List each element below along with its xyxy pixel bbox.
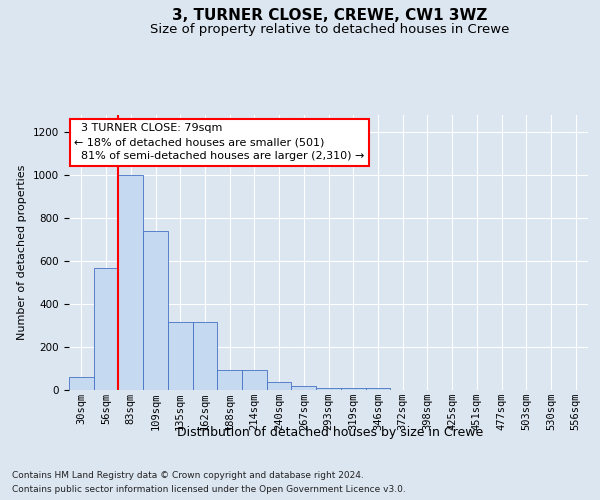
Bar xyxy=(217,370,242,390)
Y-axis label: Number of detached properties: Number of detached properties xyxy=(17,165,28,340)
Bar xyxy=(143,231,168,390)
Bar xyxy=(365,388,390,390)
Bar xyxy=(168,322,193,390)
Bar xyxy=(316,388,341,390)
Bar xyxy=(94,268,118,390)
Text: 3, TURNER CLOSE, CREWE, CW1 3WZ: 3, TURNER CLOSE, CREWE, CW1 3WZ xyxy=(172,8,488,22)
Text: 3 TURNER CLOSE: 79sqm
← 18% of detached houses are smaller (501)
  81% of semi-d: 3 TURNER CLOSE: 79sqm ← 18% of detached … xyxy=(74,123,365,161)
Bar xyxy=(242,370,267,390)
Bar xyxy=(69,377,94,390)
Text: Distribution of detached houses by size in Crewe: Distribution of detached houses by size … xyxy=(177,426,483,439)
Bar xyxy=(267,382,292,390)
Text: Contains public sector information licensed under the Open Government Licence v3: Contains public sector information licen… xyxy=(12,484,406,494)
Bar xyxy=(341,388,365,390)
Text: Size of property relative to detached houses in Crewe: Size of property relative to detached ho… xyxy=(151,22,509,36)
Bar xyxy=(118,175,143,390)
Bar xyxy=(292,386,316,390)
Bar xyxy=(193,322,217,390)
Text: Contains HM Land Registry data © Crown copyright and database right 2024.: Contains HM Land Registry data © Crown c… xyxy=(12,472,364,480)
